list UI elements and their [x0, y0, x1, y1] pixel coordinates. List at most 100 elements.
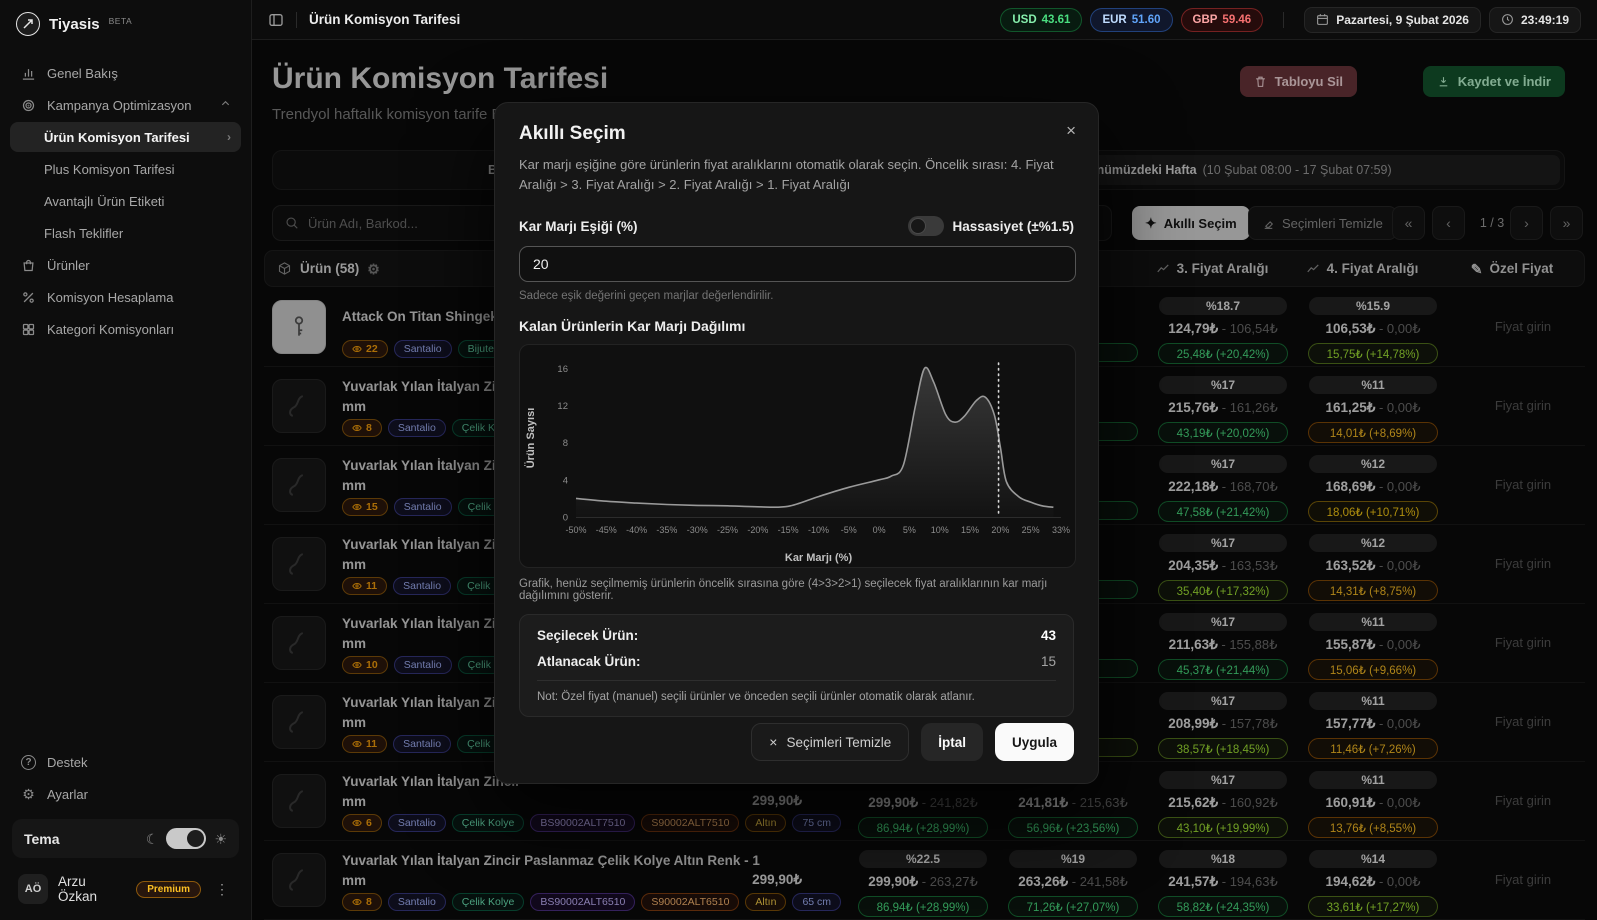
sidebar-item-1[interactable]: Kampanya Optimizasyon [10, 90, 241, 120]
target-icon [20, 98, 37, 113]
skip-count-value: 15 [1041, 654, 1056, 669]
modal-description: Kar marjı eşiğine göre ürünlerin fiyat a… [519, 155, 1079, 194]
user-row[interactable]: AÖ Arzu Özkan Premium ⋮ [10, 870, 241, 908]
chart-title: Kalan Ürünlerin Kar Marjı Dağılımı [519, 318, 1074, 334]
svg-text:8: 8 [563, 438, 568, 449]
sidebar-item-label: Avantajlı Ürün Etiketi [44, 194, 231, 209]
smart-select-modal: Akıllı Seçim × Kar marjı eşiğine göre ür… [494, 102, 1099, 784]
sidebar-item-0[interactable]: Genel Bakış [10, 58, 241, 88]
svg-text:15%: 15% [961, 525, 979, 535]
stats-note: Not: Özel fiyat (manuel) seçili ürünler … [537, 691, 1056, 703]
svg-text:-45%: -45% [596, 525, 617, 535]
time-badge: 23:49:19 [1489, 7, 1581, 33]
chart-icon [20, 66, 37, 81]
sidebar-item-8[interactable]: Kategori Komisyonları [10, 314, 241, 344]
svg-text:0: 0 [563, 513, 568, 524]
percent-icon [20, 290, 37, 305]
theme-card: Tema ☾ ☀ [12, 819, 239, 858]
sensitivity-toggle[interactable] [908, 216, 944, 236]
svg-text:-15%: -15% [778, 525, 799, 535]
beta-badge: BETA [109, 16, 133, 26]
cancel-button[interactable]: İptal [921, 723, 983, 761]
select-count-value: 43 [1041, 628, 1056, 643]
sidebar-item-label: Genel Bakış [47, 66, 231, 81]
modal-title: Akıllı Seçim [519, 123, 1074, 145]
sidebar-item-label: Kategori Komisyonları [47, 322, 231, 337]
margin-distribution-chart: 0481216-50%-45%-40%-35%-30%-25%-20%-15%-… [519, 344, 1076, 568]
clock-icon [1501, 13, 1514, 26]
skip-count-label: Atlanacak Ürün: [537, 654, 1041, 669]
svg-text:-25%: -25% [717, 525, 738, 535]
select-count-label: Seçilecek Ürün: [537, 628, 1041, 643]
theme-label: Tema [24, 831, 146, 847]
date-badge: Pazartesi, 9 Şubat 2026 [1304, 7, 1481, 33]
svg-text:-20%: -20% [747, 525, 768, 535]
brand: Tiyasis BETA [0, 0, 251, 50]
chevron-up-icon [220, 98, 231, 112]
close-icon: × [769, 735, 777, 749]
sidebar-item-label: Kampanya Optimizasyon [47, 98, 210, 113]
svg-text:-10%: -10% [808, 525, 829, 535]
threshold-input[interactable] [519, 246, 1076, 282]
sidebar-item-label: Komisyon Hesaplama [47, 290, 231, 305]
brand-name: Tiyasis [49, 16, 100, 33]
sidebar-item-label: Flash Teklifler [44, 226, 231, 241]
sidebar-item-label: Ürünler [47, 258, 231, 273]
svg-text:12: 12 [557, 401, 568, 412]
currency-badge-usd: USD43.61 [1000, 8, 1082, 32]
sensitivity-label: Hassasiyet (±%1.5) [953, 219, 1074, 234]
user-name: Arzu Özkan [58, 874, 126, 904]
threshold-label: Kar Marjı Eşiği (%) [519, 219, 908, 234]
modal-clear-selection-button[interactable]: × Seçimleri Temizle [751, 723, 909, 761]
sidebar-nav: Genel Bakış Kampanya Optimizasyon Ürün Kom… [0, 50, 251, 354]
sidebar-item-destek[interactable]: ? Destek [10, 747, 241, 777]
svg-text:33%: 33% [1052, 525, 1070, 535]
premium-badge: Premium [136, 881, 201, 898]
sidebar-item-5[interactable]: Flash Teklifler [10, 218, 241, 248]
svg-text:-40%: -40% [626, 525, 647, 535]
svg-text:25%: 25% [1022, 525, 1040, 535]
apply-button[interactable]: Uygula [995, 723, 1074, 761]
sidebar-item-4[interactable]: Avantajlı Ürün Etiketi [10, 186, 241, 216]
svg-text:20%: 20% [991, 525, 1009, 535]
sidebar-item-label: Plus Komisyon Tarifesi [44, 162, 231, 177]
topbar: Ürün Komisyon Tarifesi USD43.61 EUR51.60 G… [252, 0, 1597, 40]
svg-text:16: 16 [557, 364, 568, 375]
svg-text:0%: 0% [873, 525, 886, 535]
theme-toggle[interactable] [166, 828, 206, 849]
close-icon[interactable]: × [1062, 117, 1080, 145]
sidebar-item-6[interactable]: Ürünler [10, 250, 241, 280]
topbar-title: Ürün Komisyon Tarifesi [309, 12, 460, 27]
svg-text:-50%: -50% [565, 525, 586, 535]
bag-icon [20, 258, 37, 273]
sidebar-item-2[interactable]: Ürün Komisyon Tarifesi › [10, 122, 241, 152]
selection-stats: Seçilecek Ürün: 43 Atlanacak Ürün: 15 No… [519, 614, 1074, 717]
user-menu-icon[interactable]: ⋮ [211, 881, 233, 898]
sun-icon: ☀ [214, 832, 227, 846]
svg-text:4: 4 [563, 475, 568, 486]
help-icon: ? [20, 755, 37, 770]
svg-text:-5%: -5% [841, 525, 857, 535]
svg-text:5%: 5% [903, 525, 916, 535]
brand-logo-icon [16, 12, 40, 36]
sidebar-item-ayarlar[interactable]: ⚙ Ayarlar [10, 779, 241, 809]
svg-text:Kar Marjı (%): Kar Marjı (%) [785, 552, 853, 564]
gear-icon: ⚙ [20, 787, 37, 801]
sidebar: Tiyasis BETA Genel Bakış Kampanya Optimiz… [0, 0, 252, 920]
threshold-help: Sadece eşik değerini geçen marjlar değer… [519, 290, 1074, 302]
sidebar-toggle-icon[interactable] [268, 12, 284, 28]
svg-text:10%: 10% [931, 525, 949, 535]
currency-badge-gbp: GBP59.46 [1181, 8, 1264, 32]
svg-text:Ürün Sayısı: Ürün Sayısı [524, 408, 537, 469]
sidebar-item-3[interactable]: Plus Komisyon Tarifesi [10, 154, 241, 184]
sidebar-item-label: Ürün Komisyon Tarifesi [44, 130, 217, 145]
sidebar-item-7[interactable]: Komisyon Hesaplama [10, 282, 241, 312]
svg-text:-35%: -35% [656, 525, 677, 535]
chart-note: Grafik, henüz seçilmemiş ürünlerin öncel… [519, 578, 1074, 602]
chevron-right-icon: › [227, 130, 231, 144]
svg-text:-30%: -30% [687, 525, 708, 535]
grid-icon [20, 322, 37, 337]
moon-icon: ☾ [146, 832, 159, 846]
currency-badge-eur: EUR51.60 [1090, 8, 1172, 32]
calendar-icon [1316, 13, 1329, 26]
